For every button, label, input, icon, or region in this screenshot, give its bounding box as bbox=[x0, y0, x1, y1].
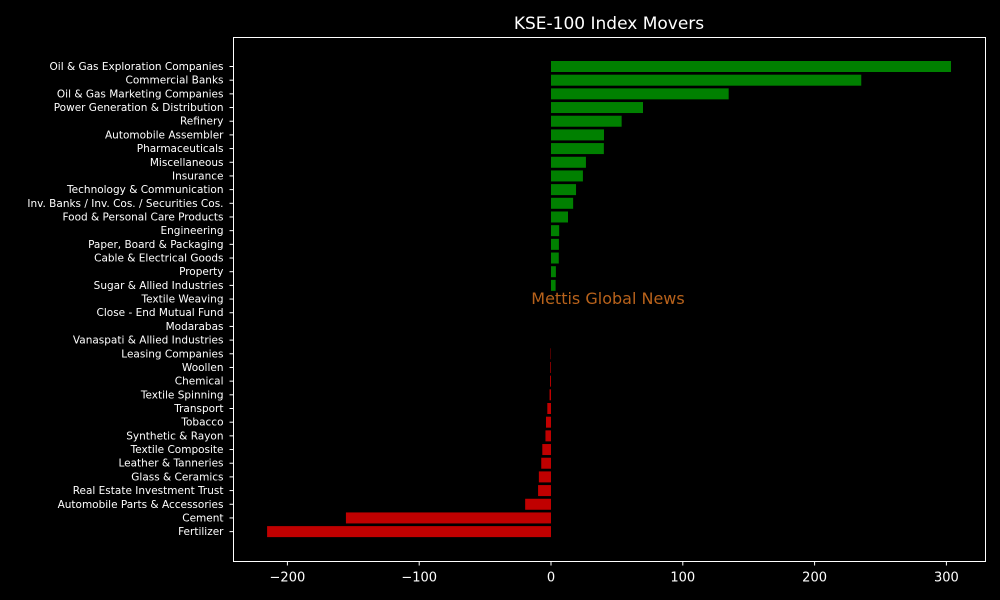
y-tick-label: Tobacco bbox=[180, 417, 223, 429]
bar bbox=[538, 485, 551, 497]
bars-group bbox=[267, 61, 952, 538]
bar bbox=[547, 403, 551, 414]
y-tick-label: Automobile Assembler bbox=[105, 129, 224, 141]
bar bbox=[551, 238, 559, 250]
plot-area-group: Oil & Gas Exploration Companies Commercia… bbox=[27, 37, 986, 586]
y-tick-label: Paper, Board & Packaging bbox=[88, 239, 223, 251]
bar bbox=[551, 211, 568, 223]
y-tick-label: Chemical bbox=[175, 376, 224, 388]
bar bbox=[551, 61, 952, 72]
bar bbox=[525, 498, 551, 510]
bar bbox=[551, 156, 586, 168]
bar bbox=[538, 471, 551, 483]
y-tick-label: Technology & Communication bbox=[66, 184, 223, 196]
bar bbox=[541, 457, 551, 469]
x-tick-label: −200 bbox=[270, 571, 306, 586]
y-tick-label: Textile Weaving bbox=[141, 294, 224, 306]
x-tick-label: 300 bbox=[934, 571, 959, 586]
y-tick-label: Oil & Gas Marketing Companies bbox=[57, 88, 224, 100]
bar bbox=[551, 88, 729, 100]
y-tick-label: Close - End Mutual Fund bbox=[97, 307, 224, 319]
y-tick-label: Commercial Banks bbox=[126, 75, 224, 87]
y-tick-label: Automobile Parts & Accessories bbox=[58, 499, 224, 511]
bar bbox=[551, 74, 862, 86]
bar bbox=[545, 430, 551, 442]
y-tick-label: Modarabas bbox=[166, 321, 224, 333]
y-tick-label: Leather & Tanneries bbox=[118, 458, 223, 470]
bar bbox=[551, 143, 604, 155]
y-tick-label: Pharmaceuticals bbox=[137, 143, 224, 155]
bar bbox=[542, 444, 551, 456]
y-tick-label: Transport bbox=[173, 403, 223, 415]
x-tick-label: −100 bbox=[401, 571, 437, 586]
bar bbox=[345, 512, 551, 524]
bar bbox=[551, 184, 577, 196]
x-tick-label: 100 bbox=[670, 571, 695, 586]
bar bbox=[551, 279, 556, 291]
bar bbox=[267, 526, 551, 538]
y-tick-label: Textile Spinning bbox=[140, 389, 224, 401]
y-tick-label: Textile Composite bbox=[130, 444, 224, 456]
bar bbox=[549, 389, 551, 401]
bar bbox=[550, 375, 551, 387]
y-tick-label: Engineering bbox=[161, 225, 224, 237]
chart-title: KSE-100 Index Movers bbox=[514, 14, 704, 34]
bar bbox=[551, 266, 556, 278]
y-tick-label: Property bbox=[179, 266, 223, 278]
x-tick-label: 200 bbox=[802, 571, 827, 586]
bar bbox=[551, 170, 583, 182]
y-tick-labels: Oil & Gas Exploration Companies Commercia… bbox=[27, 61, 234, 538]
y-tick-label: Cement bbox=[182, 512, 223, 524]
y-tick-label: Sugar & Allied Industries bbox=[94, 280, 224, 292]
y-tick-label: Insurance bbox=[172, 170, 224, 182]
y-tick-label: Synthetic & Rayon bbox=[126, 430, 223, 442]
bar bbox=[551, 115, 622, 127]
y-tick-label: Miscellaneous bbox=[150, 157, 224, 169]
y-tick-label: Inv. Banks / Inv. Cos. / Securities Cos. bbox=[27, 198, 223, 210]
y-tick-label: Vanaspati & Allied Industries bbox=[73, 335, 224, 347]
y-tick-label: Glass & Ceramics bbox=[131, 471, 223, 483]
bar bbox=[550, 361, 551, 373]
y-tick-label: Food & Personal Care Products bbox=[62, 211, 223, 223]
bar bbox=[551, 102, 643, 114]
y-tick-label: Fertilizer bbox=[178, 526, 224, 538]
x-ticks: −200 −100 0 100 200 300 bbox=[270, 561, 959, 586]
y-tick-label: Power Generation & Distribution bbox=[54, 102, 224, 114]
bar bbox=[551, 252, 559, 264]
y-tick-label: Oil & Gas Exploration Companies bbox=[50, 61, 224, 73]
y-tick-label: Refinery bbox=[180, 116, 224, 128]
watermark: Mettis Global News bbox=[531, 289, 684, 308]
x-tick-label: 0 bbox=[547, 571, 555, 586]
bar bbox=[545, 416, 551, 428]
y-tick-label: Woollen bbox=[182, 362, 224, 374]
y-tick-label: Cable & Electrical Goods bbox=[94, 253, 223, 265]
bar bbox=[551, 197, 574, 209]
y-tick-label: Real Estate Investment Trust bbox=[73, 485, 224, 497]
bar bbox=[551, 225, 560, 237]
y-tick-label: Leasing Companies bbox=[121, 348, 223, 360]
bar bbox=[551, 129, 604, 141]
